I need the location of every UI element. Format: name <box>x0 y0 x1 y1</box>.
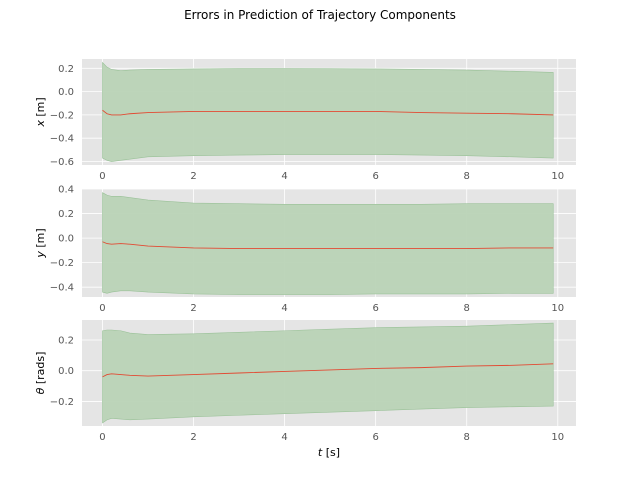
mean-error-line <box>102 109 554 116</box>
x-tick-label: 10 <box>551 171 564 182</box>
y-tick-label: −0.6 <box>50 157 74 168</box>
y-tick-label: −0.2 <box>50 397 74 408</box>
y-tick-label: 0.0 <box>58 366 74 377</box>
x-tick-label: 0 <box>99 303 105 314</box>
x-tick-label: 8 <box>464 171 470 182</box>
y-axis-label-var: y <box>34 251 47 259</box>
y-axis-label-unit: [m] <box>34 228 47 251</box>
x-tick-label: 8 <box>464 303 470 314</box>
y-tick-label: 0.0 <box>58 234 74 245</box>
y-axis-label-var: x <box>34 120 47 128</box>
y-tick-label: −0.2 <box>50 110 74 121</box>
subplot-1: 0 2 4 6 8 10 −0.6 −0.4 −0.2 0.0 0.2 x [m] <box>34 59 576 182</box>
y-axis-label: y [m] <box>34 228 47 258</box>
x-tick-label: 4 <box>281 171 287 182</box>
y-tick-label: 0.2 <box>58 64 74 75</box>
subplot-2: 0 2 4 6 8 10 −0.4 −0.2 0.0 0.2 0.4 y [m] <box>34 185 576 314</box>
y-axis-label: x [m] <box>34 97 47 127</box>
confidence-band <box>102 61 554 162</box>
figure-title: Errors in Prediction of Trajectory Compo… <box>184 8 456 22</box>
y-tick-label: 0.4 <box>58 185 74 196</box>
mean-error-line <box>102 241 554 249</box>
x-tick-label: 4 <box>281 303 287 314</box>
subplot-3: 0 2 4 6 8 10 −0.2 0.0 0.2 θ [rads] <box>34 320 576 443</box>
y-tick-label: 0.0 <box>58 87 74 98</box>
y-axis-label-var: θ <box>34 387 47 394</box>
x-tick-label: 0 <box>99 171 105 182</box>
x-tick-label: 8 <box>464 432 470 443</box>
x-axis-label: t [s] <box>318 446 340 459</box>
y-tick-label: −0.4 <box>50 283 74 294</box>
y-tick-label: 0.2 <box>58 335 74 346</box>
y-axis-label-unit: [m] <box>34 97 47 120</box>
y-tick-label: −0.4 <box>50 134 74 145</box>
confidence-band <box>102 322 554 424</box>
x-tick-label: 10 <box>551 303 564 314</box>
confidence-band <box>102 192 554 295</box>
x-tick-label: 6 <box>372 171 378 182</box>
x-tick-label: 4 <box>281 432 287 443</box>
x-tick-label: 2 <box>190 171 196 182</box>
y-tick-label: 0.2 <box>58 209 74 220</box>
x-axis-label-unit: [s] <box>322 446 340 459</box>
x-tick-label: 10 <box>551 432 564 443</box>
x-tick-label: 6 <box>372 303 378 314</box>
mean-error-line <box>102 363 554 378</box>
y-axis-label: θ [rads] <box>34 352 47 395</box>
y-axis-label-unit: [rads] <box>34 352 47 388</box>
x-tick-label: 6 <box>372 432 378 443</box>
x-tick-label: 2 <box>190 303 196 314</box>
x-tick-label: 2 <box>190 432 196 443</box>
x-tick-label: 0 <box>99 432 105 443</box>
y-tick-label: −0.2 <box>50 258 74 269</box>
x-axis-label-var: t <box>318 446 323 459</box>
